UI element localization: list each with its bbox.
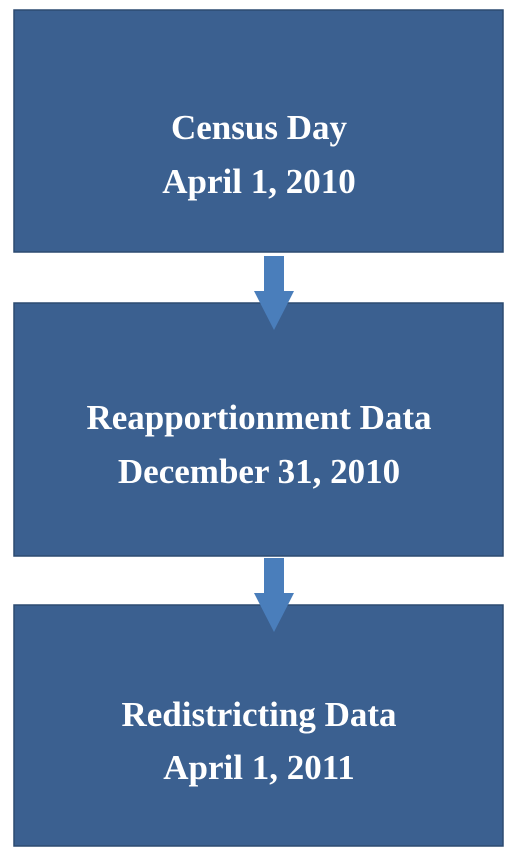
node-label: April 1, 2011 (163, 748, 355, 787)
node-label: Reapportionment Data (86, 398, 431, 437)
box (13, 302, 504, 557)
node-label: Census Day (171, 108, 348, 147)
node-label: Redistricting Data (121, 695, 396, 734)
arrow (254, 558, 294, 632)
node-label: December 31, 2010 (118, 452, 400, 491)
box (13, 604, 504, 847)
box (13, 9, 504, 253)
node-label: April 1, 2010 (162, 162, 355, 201)
arrow (254, 256, 294, 330)
